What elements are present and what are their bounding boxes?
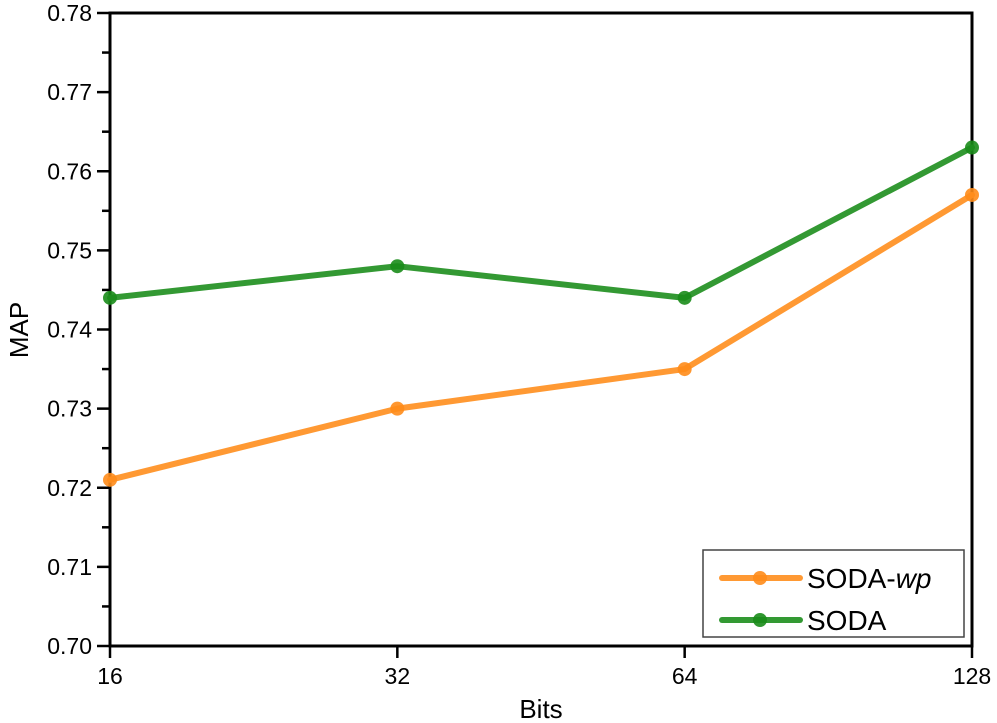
legend: SODA-wp SODA: [702, 549, 965, 638]
data-point: [103, 472, 117, 487]
legend-label: SODA: [807, 605, 887, 636]
axes: 0.70 0.71 0.72 0.73 0.74 0.75 0.76 0.77 0.78 16 32…: [47, 0, 991, 689]
data-point: [677, 290, 692, 305]
data-point: [390, 259, 405, 274]
y-tick-label: 0.75: [47, 237, 92, 263]
legend-marker: [753, 571, 767, 585]
x-tick-label: 32: [385, 663, 411, 689]
data-point: [677, 362, 692, 377]
x-tick-label: 64: [672, 663, 698, 689]
y-tick-label: 0.71: [47, 554, 92, 580]
y-tick-label: 0.70: [47, 633, 92, 659]
y-tick-label: 0.76: [47, 158, 92, 184]
x-tick-label: 16: [97, 663, 123, 689]
data-point: [965, 187, 979, 202]
y-tick-label: 0.77: [47, 79, 92, 105]
data-point: [103, 290, 117, 305]
data-point: [390, 401, 405, 416]
x-tick-label: 128: [953, 663, 991, 689]
y-tick-label: 0.78: [47, 0, 92, 26]
legend-label: SODA-wp: [807, 563, 931, 594]
series-lines: [103, 140, 979, 487]
y-tick-label: 0.73: [47, 396, 92, 422]
series-line: [107, 191, 975, 483]
y-tick-label: 0.74: [47, 317, 92, 343]
y-tick-label: 0.72: [47, 475, 92, 501]
x-axis-label: Bits: [519, 694, 562, 723]
series-line: [107, 144, 975, 301]
data-point: [965, 140, 979, 155]
legend-marker: [753, 613, 767, 627]
y-axis-label: MAP: [4, 302, 34, 358]
